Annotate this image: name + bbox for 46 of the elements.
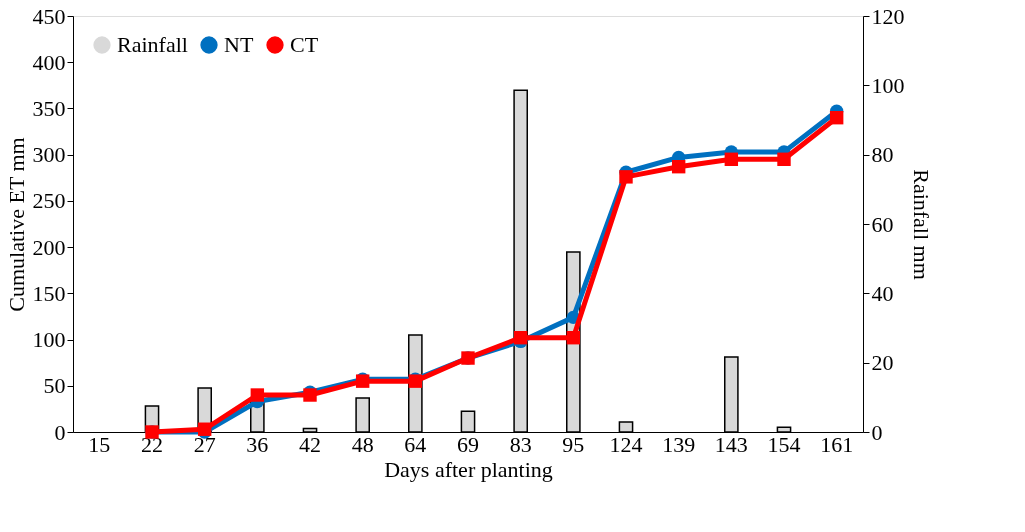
point bbox=[724, 152, 739, 166]
point bbox=[566, 331, 581, 345]
x-tick-label: 15 bbox=[88, 431, 111, 457]
y2-tick-label: 0 bbox=[871, 419, 883, 445]
x-tick-label: 22 bbox=[141, 431, 163, 457]
point bbox=[513, 331, 528, 345]
point bbox=[829, 110, 844, 125]
x-tick-label: 48 bbox=[351, 431, 374, 457]
point bbox=[619, 170, 633, 184]
x-tick-label: 143 bbox=[714, 431, 748, 457]
y-tick-label: 0 bbox=[54, 419, 66, 445]
x-tick-label: 95 bbox=[562, 431, 585, 457]
y2-tick-label: 100 bbox=[871, 72, 905, 98]
y-tick-label: 250 bbox=[32, 188, 66, 214]
x-tick-label: 83 bbox=[509, 431, 532, 457]
legend-label: NT bbox=[224, 32, 254, 57]
x-tick-label: 64 bbox=[404, 431, 427, 457]
x-tick-label: 139 bbox=[662, 431, 696, 457]
y2-tick-label: 40 bbox=[871, 280, 894, 306]
y-tick-label: 50 bbox=[43, 373, 66, 399]
y-axis-title: Cumulative ET mm bbox=[3, 137, 29, 312]
y2-tick-label: 60 bbox=[871, 211, 894, 237]
x-tick-label: 69 bbox=[457, 431, 479, 457]
x-tick-label: 124 bbox=[609, 431, 643, 457]
y-tick-label: 350 bbox=[32, 95, 66, 121]
y-tick-label: 200 bbox=[32, 234, 66, 260]
legend-label: CT bbox=[290, 32, 319, 57]
y-tick-label: 150 bbox=[32, 280, 66, 306]
x-tick-label: 42 bbox=[299, 431, 321, 457]
y-tick-label: 400 bbox=[32, 49, 66, 75]
x-tick-label: 27 bbox=[193, 431, 216, 457]
point bbox=[777, 152, 791, 166]
y-tick-label: 300 bbox=[32, 142, 66, 168]
legend-label: Rainfall bbox=[117, 32, 188, 57]
x-tick-label: 36 bbox=[246, 431, 269, 457]
y2-tick-label: 120 bbox=[871, 3, 905, 29]
x-tick-label: 154 bbox=[767, 431, 801, 457]
x-tick-label: 161 bbox=[820, 431, 854, 457]
point bbox=[671, 159, 686, 174]
x-axis-title: Days after planting bbox=[384, 456, 553, 482]
y2-axis-title: Rainfall mm bbox=[908, 169, 934, 280]
y-tick-label: 100 bbox=[32, 327, 66, 353]
y-tick-label: 450 bbox=[32, 3, 66, 29]
point bbox=[250, 388, 265, 402]
y2-tick-label: 20 bbox=[871, 350, 894, 376]
y2-tick-label: 80 bbox=[871, 142, 894, 168]
